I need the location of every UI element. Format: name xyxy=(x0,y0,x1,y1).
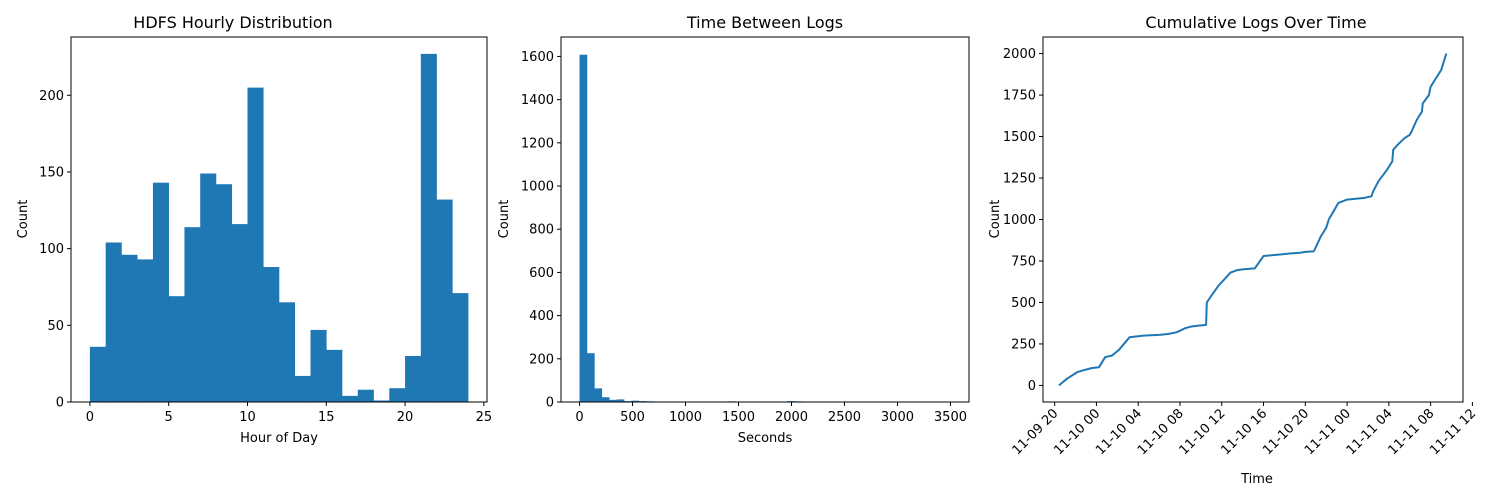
plot-frame xyxy=(560,36,970,403)
y-tick-label: 0 xyxy=(546,396,554,411)
x-axis-label: Seconds xyxy=(738,431,793,446)
y-tick-label: 1200 xyxy=(521,136,554,151)
histogram-bar xyxy=(601,397,610,402)
x-axis-label: Hour of Day xyxy=(240,431,318,446)
histogram-bar xyxy=(420,53,437,402)
y-tick-label: 150 xyxy=(39,165,64,180)
histogram-bar xyxy=(326,349,343,402)
histogram-bar xyxy=(231,224,248,402)
x-tick-label: 25 xyxy=(476,410,493,425)
x-tick-label: 10 xyxy=(239,410,256,425)
x-tick-label: 0 xyxy=(575,410,583,425)
plot-frame xyxy=(1042,36,1464,403)
histogram-bar xyxy=(586,353,595,402)
histogram-bar xyxy=(357,389,374,402)
y-tick-label: 200 xyxy=(529,352,554,367)
y-tick-label: 500 xyxy=(1011,296,1036,311)
line-group xyxy=(1058,53,1448,387)
x-axis-ticks: 0 5 10 15 20 25 xyxy=(86,402,492,425)
y-tick-label: 1000 xyxy=(1003,213,1036,228)
x-tick-label: 3000 xyxy=(881,410,914,425)
chart-hourly-distribution: HDFS Hourly Distribution 0 5 10 15 20 25 0 50 1… xyxy=(16,13,492,446)
histogram-bar xyxy=(294,375,311,402)
y-tick-label: 1000 xyxy=(521,180,554,195)
chart-cumulative-logs: Cumulative Logs Over Time 11-09 2011-10 … xyxy=(988,13,1479,487)
x-axis-ticks: 0 500 1000 1500 2000 2500 3000 3500 xyxy=(575,402,967,425)
x-tick-label: 1500 xyxy=(722,410,755,425)
y-tick-label: 1500 xyxy=(1003,130,1036,145)
histogram-bar xyxy=(121,254,138,402)
histogram-bar xyxy=(452,293,469,402)
x-tick-label: 11-11 12 xyxy=(1427,406,1479,458)
bars-group xyxy=(89,53,469,402)
histogram-bar xyxy=(215,184,233,402)
histogram-bar xyxy=(247,87,264,402)
histogram-bar xyxy=(405,355,422,402)
y-axis-label: Count xyxy=(16,200,31,239)
histogram-bar xyxy=(263,267,280,402)
x-tick-label: 1000 xyxy=(669,410,702,425)
y-tick-label: 600 xyxy=(529,266,554,281)
y-tick-label: 1600 xyxy=(521,50,554,65)
histogram-bar xyxy=(342,395,359,402)
chart-time-between-logs: Time Between Logs 0 500 1000 1500 2000 2500 30… xyxy=(497,13,970,446)
x-tick-label: 2000 xyxy=(775,410,808,425)
y-tick-label: 0 xyxy=(56,396,64,411)
x-tick-label: 5 xyxy=(165,410,173,425)
histogram-bar xyxy=(594,388,603,402)
y-tick-label: 1750 xyxy=(1003,89,1036,104)
histogram-bar xyxy=(631,400,640,402)
histogram-bar xyxy=(200,173,217,402)
chart-title: Time Between Logs xyxy=(686,13,843,32)
y-tick-label: 250 xyxy=(1011,337,1036,352)
y-tick-label: 100 xyxy=(39,242,64,257)
histogram-bar xyxy=(436,199,453,402)
histogram-bar xyxy=(373,400,390,402)
y-axis-label: Count xyxy=(988,200,1003,239)
histogram-bar xyxy=(89,346,106,402)
bars-group xyxy=(579,54,803,403)
y-axis-ticks: 0 250 500 750 1000 1250 1500 1750 2000 xyxy=(1003,47,1043,394)
x-tick-label: 3500 xyxy=(934,410,967,425)
y-axis-label: Count xyxy=(497,200,512,239)
histogram-bar xyxy=(184,227,201,402)
x-tick-label: 0 xyxy=(86,410,94,425)
y-tick-label: 200 xyxy=(39,89,64,104)
y-tick-label: 2000 xyxy=(1003,47,1036,62)
histogram-bar xyxy=(168,296,185,402)
x-tick-label: 15 xyxy=(318,410,335,425)
y-tick-label: 1250 xyxy=(1003,172,1036,187)
x-tick-label: 20 xyxy=(397,410,414,425)
histogram-bar xyxy=(389,388,406,402)
histogram-bar xyxy=(579,54,588,403)
histogram-bar xyxy=(310,329,327,402)
histogram-bar xyxy=(105,242,122,402)
y-tick-label: 800 xyxy=(529,223,554,238)
histogram-bar xyxy=(609,399,617,402)
chart-title: HDFS Hourly Distribution xyxy=(133,13,332,32)
cumulative-line xyxy=(1058,53,1448,387)
x-axis-label: Time xyxy=(1240,472,1273,487)
histogram-bar xyxy=(279,302,296,402)
y-axis-ticks: 0 200 400 600 800 1000 1200 1400 1600 xyxy=(521,50,561,411)
chart-title: Cumulative Logs Over Time xyxy=(1145,13,1366,32)
y-tick-label: 1400 xyxy=(521,93,554,108)
histogram-bar xyxy=(616,399,625,402)
x-tick-label: 2500 xyxy=(828,410,861,425)
y-tick-label: 750 xyxy=(1011,254,1036,269)
histogram-bar xyxy=(137,259,154,402)
y-tick-label: 50 xyxy=(47,319,64,334)
plot-frame xyxy=(70,36,488,403)
histogram-bar xyxy=(152,182,169,402)
x-tick-label: 500 xyxy=(620,410,645,425)
y-tick-label: 0 xyxy=(1028,379,1036,394)
y-axis-ticks: 0 50 100 150 200 xyxy=(39,89,71,411)
y-tick-label: 400 xyxy=(529,309,554,324)
